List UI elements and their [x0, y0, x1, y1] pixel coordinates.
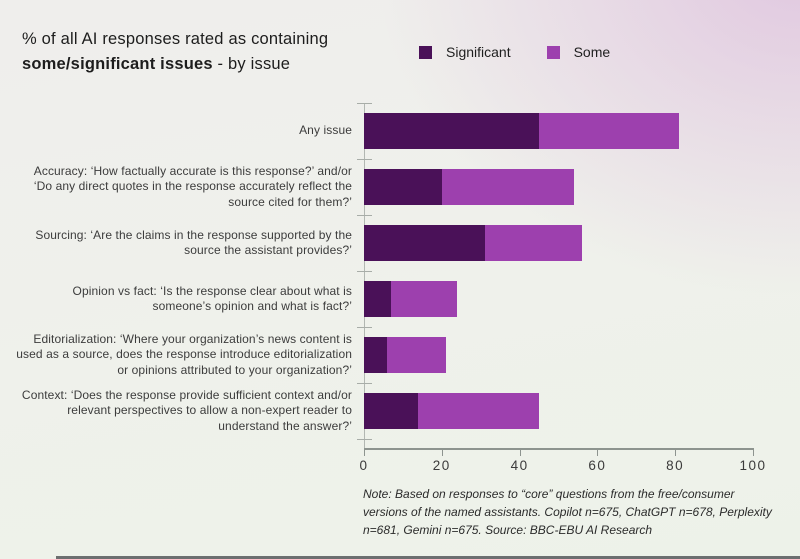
chart-legend: Significant Some — [419, 44, 646, 60]
bar-segment-some — [539, 113, 680, 149]
legend-swatch-significant — [419, 45, 432, 59]
bar-row — [364, 337, 446, 373]
chart-title-line2: some/significant issues - by issue — [22, 55, 291, 73]
bar-row — [364, 169, 575, 205]
bar-segment-some — [418, 393, 540, 429]
category-label: Opinion vs fact: ‘Is the response clear … — [72, 283, 352, 314]
x-axis-tick-label: 20 — [432, 458, 451, 473]
bar-segment-some — [441, 169, 575, 205]
x-axis-tick — [364, 448, 365, 456]
legend-label-some: Some — [573, 44, 611, 60]
x-axis-line — [364, 448, 754, 450]
source-note: Note: Based on responses to “core” quest… — [363, 487, 772, 537]
y-axis-tick — [357, 271, 372, 272]
y-axis-tick — [357, 159, 372, 160]
x-axis-tick — [441, 448, 443, 456]
x-axis-tick — [753, 448, 754, 456]
y-axis-spine — [364, 103, 365, 448]
bottom-divider-line — [56, 556, 800, 559]
bar-segment-some — [484, 225, 582, 261]
x-axis-tick — [519, 448, 521, 456]
y-axis-tick — [357, 215, 372, 216]
category-label: Context: ‘Does the response provide suff… — [21, 387, 352, 433]
category-label: Accuracy: ‘How factually accurate is thi… — [33, 163, 352, 209]
x-axis-tick-label: 80 — [666, 458, 685, 473]
x-axis-tick-label: 0 — [359, 458, 369, 473]
x-axis-tick-label: 40 — [510, 458, 529, 473]
category-label: Any issue — [299, 123, 352, 138]
y-axis-tick — [357, 327, 372, 328]
bar-segment-significant — [364, 393, 419, 429]
bar-row — [364, 113, 680, 149]
bar-row — [364, 281, 458, 317]
bar-segment-significant — [364, 225, 485, 261]
bar-segment-significant — [364, 113, 540, 149]
bar-segment-significant — [364, 337, 388, 373]
y-axis-tick — [357, 439, 372, 440]
y-axis-tick — [357, 383, 372, 384]
x-axis-tick — [597, 448, 599, 456]
bar-row — [364, 393, 540, 429]
bar-segment-significant — [364, 169, 442, 205]
bar-segment-some — [391, 281, 458, 317]
bar-segment-significant — [364, 281, 392, 317]
y-axis-tick — [357, 103, 372, 104]
x-axis-tick-label: 100 — [739, 458, 767, 473]
chart-title-line1: % of all AI responses rated as containin… — [22, 30, 329, 48]
category-label: Editorialization: ‘Where your organizati… — [16, 331, 352, 377]
chart-title: % of all AI responses rated as containin… — [22, 27, 392, 77]
legend-label-significant: Significant — [446, 44, 511, 60]
x-axis-tick-label: 60 — [588, 458, 607, 473]
legend-swatch-some — [546, 45, 560, 59]
bar-segment-some — [387, 337, 446, 373]
bar-row — [364, 225, 582, 261]
x-axis-tick — [675, 448, 677, 456]
category-label: Sourcing: ‘Are the claims in the respons… — [35, 227, 352, 258]
